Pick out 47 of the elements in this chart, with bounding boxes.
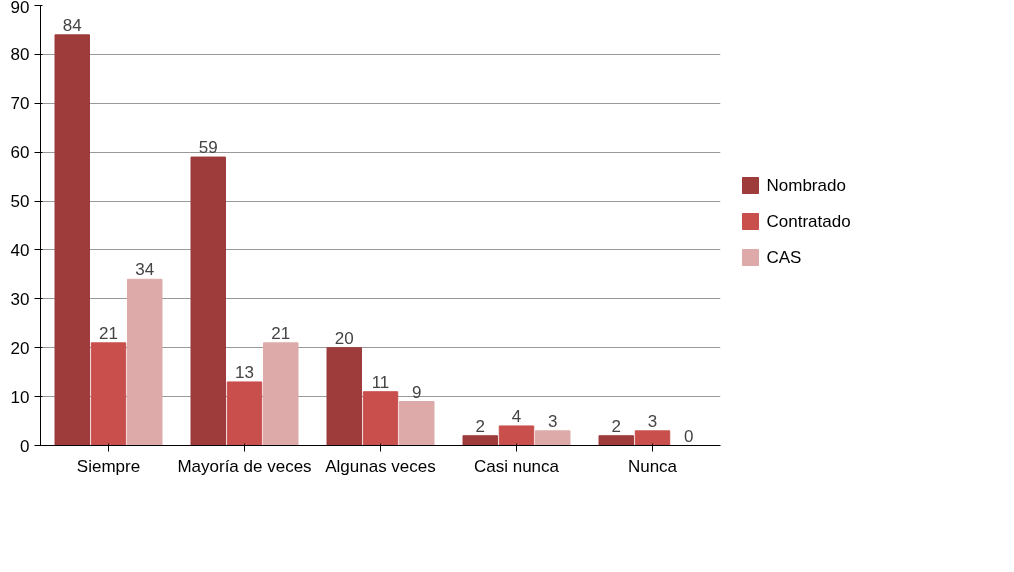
legend-label: CAS [766, 248, 802, 267]
bar [498, 425, 535, 446]
y-tick-label: 50 [10, 192, 30, 212]
bar [598, 435, 634, 446]
y-tick-label: 80 [10, 45, 30, 65]
legend-label: Contratado [766, 212, 851, 231]
data-label: 2 [475, 416, 485, 436]
bar [90, 342, 127, 446]
data-label: 11 [371, 372, 390, 392]
bar [362, 391, 399, 446]
data-label: 4 [511, 406, 522, 426]
bar [226, 381, 263, 446]
data-label: 0 [684, 426, 694, 446]
legend-label: Nombrado [766, 176, 846, 195]
data-label: 9 [412, 382, 422, 402]
y-tick-label: 70 [10, 94, 30, 114]
bar [462, 435, 498, 446]
data-label: 3 [548, 411, 558, 431]
x-tick-label: Algunas veces [325, 456, 436, 476]
bar [634, 430, 671, 446]
data-label: 13 [235, 362, 254, 382]
bar [263, 342, 299, 446]
bar [535, 430, 571, 446]
x-tick-label: Nunca [627, 456, 678, 476]
bar [54, 34, 90, 446]
y-tick-label: 10 [10, 387, 30, 407]
y-tick-label: 60 [10, 143, 30, 163]
data-label: 20 [334, 328, 354, 348]
y-tick-label: 20 [10, 338, 30, 358]
data-label: 59 [198, 138, 218, 158]
data-label: 34 [135, 260, 155, 280]
bar [190, 156, 226, 446]
x-tick-label: Siempre [76, 456, 141, 476]
data-label: 21 [99, 323, 118, 343]
y-tick-label: 40 [10, 240, 30, 260]
data-label: 2 [611, 416, 621, 436]
bar [326, 347, 362, 446]
y-tick-label: 0 [20, 436, 30, 456]
x-tick-label: Casi nunca [473, 456, 560, 476]
bar [127, 278, 163, 446]
bar [399, 401, 435, 446]
data-label: 84 [62, 15, 82, 35]
data-label: 3 [647, 411, 658, 431]
y-tick-label: 90 [10, 0, 30, 17]
x-tick-label: Mayoría de veces [177, 456, 312, 476]
data-label: 21 [271, 323, 291, 343]
y-tick-label: 30 [10, 289, 30, 309]
